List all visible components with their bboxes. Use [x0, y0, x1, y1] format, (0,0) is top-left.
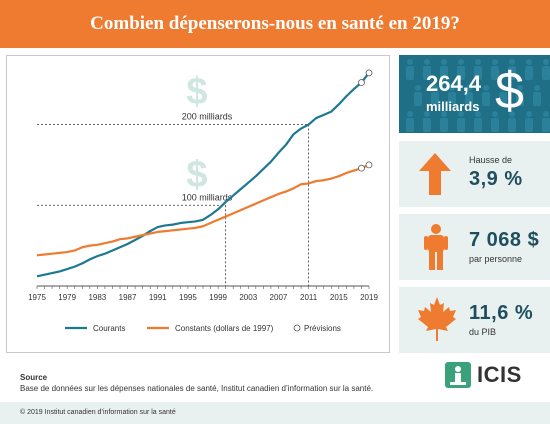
- x-tick-label: 2007: [270, 293, 288, 302]
- maple-leaf-icon: [418, 297, 456, 341]
- source-note: Source Base de données sur les dépenses …: [20, 373, 373, 393]
- x-tick-label: 2019: [360, 293, 378, 302]
- legend-label-courants: Courants: [93, 324, 125, 333]
- forecast-point: [365, 161, 373, 169]
- per-person-label: par personne: [469, 254, 523, 264]
- person-icon: [424, 224, 448, 270]
- increase-card: Hausse de 3,9 %: [399, 141, 550, 207]
- footer: © 2019 Institut canadien d’information s…: [0, 402, 550, 424]
- x-tick-label: 1979: [58, 293, 76, 302]
- x-tick-label: 1983: [88, 293, 106, 302]
- x-tick-label: 1975: [28, 293, 46, 302]
- page-title: Combien dépenserons-nous en santé en 201…: [90, 13, 460, 34]
- total-value: 264,4: [426, 71, 482, 96]
- copyright-text: © 2019 Institut canadien d’information s…: [20, 409, 176, 416]
- total-spending-card: 264,4 milliards $: [399, 55, 550, 133]
- source-text: Base de données sur les dépenses nationa…: [20, 384, 374, 393]
- source-title: Source: [20, 373, 48, 382]
- gdp-value: 11,6 %: [469, 302, 534, 324]
- header-banner: Combien dépenserons-nous en santé en 201…: [0, 0, 550, 48]
- x-tick-label: 1991: [149, 293, 167, 302]
- x-tick-label: 2015: [330, 293, 348, 302]
- series-line-constants: [36, 163, 370, 257]
- series-line-courants: [36, 72, 370, 278]
- x-tick-label: 2011: [300, 293, 318, 302]
- line-chart: $ $ 200 milliards 100 milliards 1975 1979 19…: [28, 69, 378, 333]
- x-tick-label: 1995: [179, 293, 197, 302]
- dollar-icon: $: [186, 154, 207, 196]
- annotation-label: 100 milliards: [182, 192, 233, 202]
- forecast-point: [365, 69, 373, 77]
- x-tick-label: 2003: [239, 293, 257, 302]
- logo-text: ICIS: [477, 362, 522, 387]
- total-symbol: $: [495, 62, 524, 120]
- logo-icon: [445, 362, 471, 388]
- legend-label-constants: Constants (dollars de 1997): [175, 324, 274, 333]
- per-person-card: 7 068 $ par personne: [399, 214, 550, 280]
- stats-sidebar: 264,4 milliards $ Hausse de 3,9 % 7 068 …: [399, 55, 550, 353]
- per-person-value: 7 068 $: [469, 229, 540, 251]
- gdp-card: 11,6 % du PIB: [399, 287, 550, 353]
- gdp-label: du PIB: [469, 327, 497, 337]
- chart-panel: $ $ 200 milliards 100 milliards 1975 1979 19…: [6, 55, 390, 353]
- svg-text:$: $: [186, 71, 207, 113]
- increase-label: Hausse de: [469, 155, 513, 165]
- x-tick-label: 1999: [209, 293, 227, 302]
- arrow-up-icon: [419, 153, 451, 195]
- total-unit: milliards: [426, 99, 480, 114]
- forecast-point: [358, 79, 365, 86]
- increase-value: 3,9 %: [469, 168, 523, 190]
- x-tick-label: 1987: [119, 293, 137, 302]
- forecast-point: [358, 164, 365, 172]
- legend-swatch-previsions: [293, 324, 301, 332]
- legend-label-previsions: Prévisions: [304, 324, 341, 333]
- dollar-icon: $: [186, 71, 207, 113]
- icis-logo: ICIS: [445, 362, 522, 388]
- annotation-label: 200 milliards: [182, 112, 233, 122]
- people-icon: [406, 59, 550, 132]
- svg-text:$: $: [186, 154, 207, 196]
